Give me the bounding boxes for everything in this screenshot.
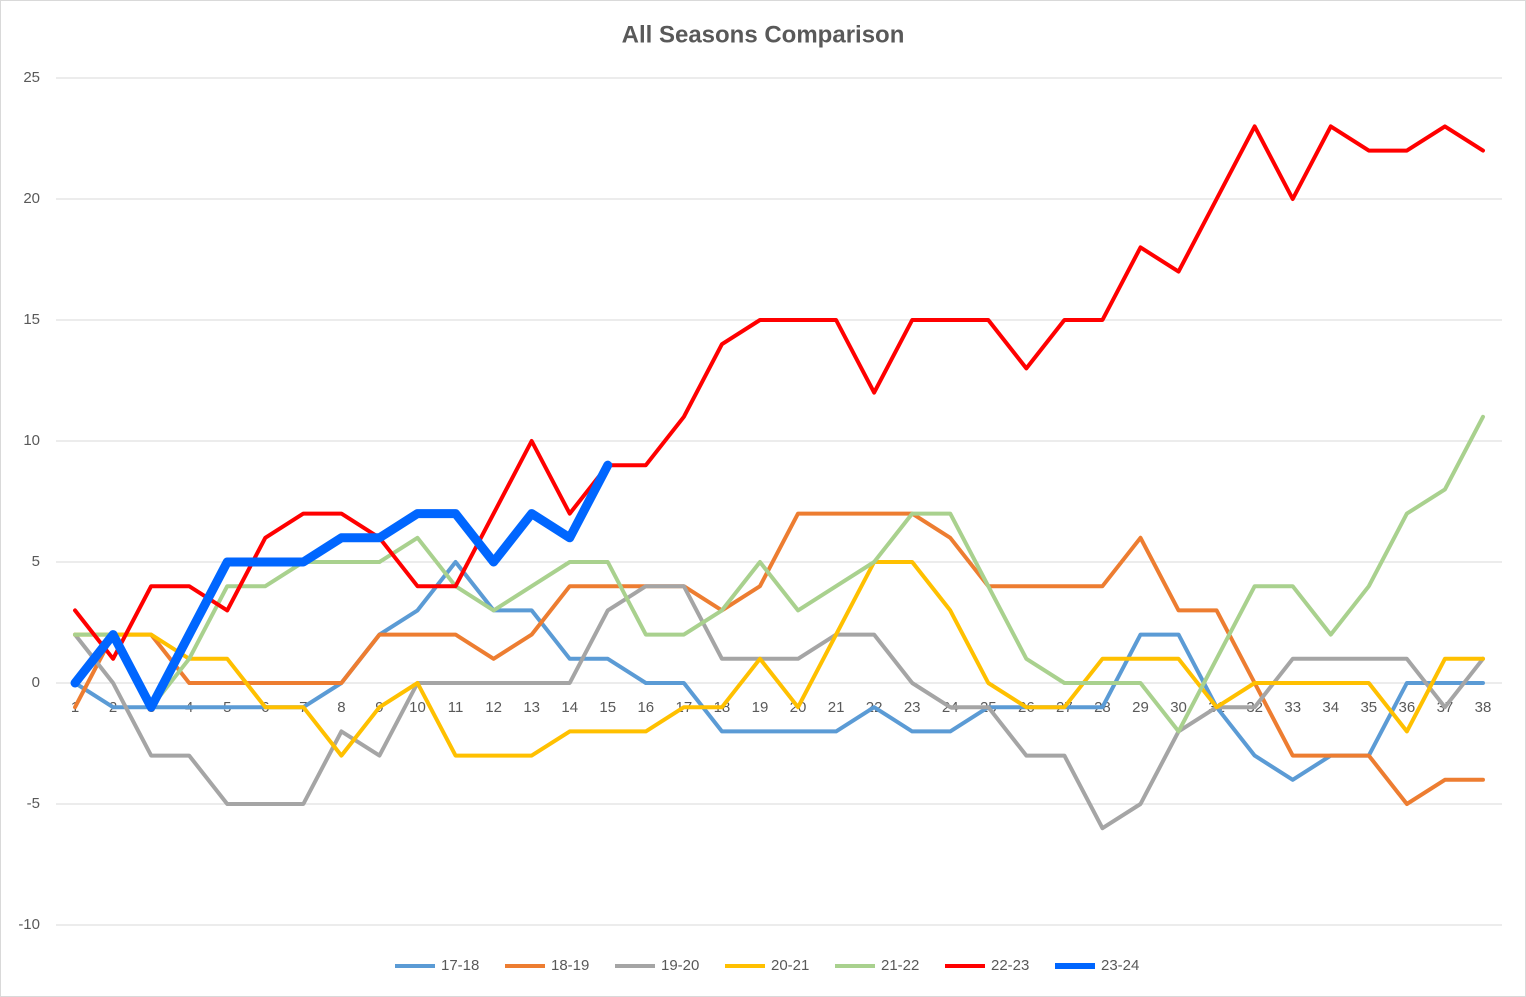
- x-tick-label: 16: [637, 699, 654, 716]
- x-tick-label: 38: [1475, 699, 1492, 716]
- x-tick-label: 34: [1322, 699, 1339, 716]
- x-tick-label: 8: [337, 699, 345, 716]
- series-line: [73, 511, 1485, 806]
- series-line: [73, 560, 1485, 782]
- legend-label: 19-20: [661, 957, 699, 974]
- x-tick-label: 15: [599, 699, 616, 716]
- legend-label: 23-24: [1101, 957, 1139, 974]
- x-tick-label: 21: [828, 699, 845, 716]
- x-tick-label: 30: [1170, 699, 1187, 716]
- legend-label: 21-22: [881, 957, 919, 974]
- y-tick-label: 5: [32, 553, 40, 570]
- y-tick-label: -5: [27, 795, 40, 812]
- series-line: [73, 124, 1485, 661]
- y-tick-label: 20: [23, 190, 40, 207]
- legend-label: 18-19: [551, 957, 589, 974]
- x-tick-label: 10: [409, 699, 426, 716]
- x-tick-label: 23: [904, 699, 921, 716]
- x-tick-label: 14: [561, 699, 578, 716]
- legend-label: 22-23: [991, 957, 1029, 974]
- x-tick-label: 19: [752, 699, 769, 716]
- x-tick-label: 11: [448, 699, 464, 716]
- x-tick-label: 13: [523, 699, 540, 716]
- x-tick-label: 35: [1360, 699, 1377, 716]
- series-line: [70, 460, 613, 712]
- y-tick-label: 15: [23, 311, 40, 328]
- series-line: [73, 560, 1485, 758]
- x-tick-label: 36: [1399, 699, 1416, 716]
- legend-label: 17-18: [441, 957, 479, 974]
- x-tick-label: 33: [1284, 699, 1301, 716]
- series-line: [73, 584, 1485, 831]
- legend-label: 20-21: [771, 957, 809, 974]
- x-tick-label: 29: [1132, 699, 1149, 716]
- x-tick-label: 12: [485, 699, 502, 716]
- chart-title: All Seasons Comparison: [622, 21, 905, 48]
- y-tick-label: 10: [23, 432, 40, 449]
- y-tick-label: -10: [18, 916, 40, 933]
- y-tick-label: 25: [23, 69, 40, 86]
- y-tick-label: 0: [32, 674, 40, 691]
